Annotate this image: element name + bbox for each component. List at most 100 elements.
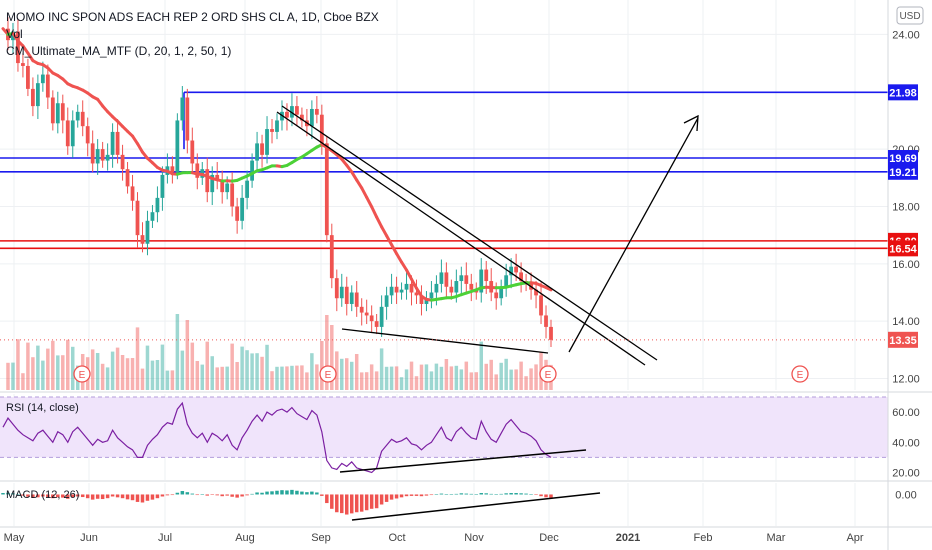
volume-bar [105,367,110,390]
macd-bar [270,491,274,495]
currency-button[interactable] [896,6,924,25]
ma-segment [400,260,409,272]
candle-body [319,114,324,144]
macd-bar [100,494,105,500]
ma-segment [414,286,423,298]
macd-bar [170,494,175,496]
volume-bar [439,366,444,390]
volume-bar [409,361,414,390]
ma-segment [410,277,418,290]
macd-bar [320,494,324,496]
macd-bar [305,492,309,495]
volume-bar [36,345,40,390]
candle-body [35,83,40,107]
macd-bar [190,493,195,495]
candle-body [364,312,369,316]
candle-body [484,269,489,282]
macd-bar [220,494,224,497]
volume-bar [220,366,224,390]
macd-bar [444,494,449,495]
macd-pane[interactable] [0,482,888,526]
time-tick-label: Mar [767,532,786,544]
candle-body [300,114,304,121]
macd-bar [215,494,219,496]
candle-body [185,97,190,141]
time-tick-label: Apr [846,532,863,544]
time-tick-label: Jun [80,532,98,544]
volume-bar [300,365,304,390]
macd-bar [150,494,155,500]
macd-bar [374,494,379,509]
macd-bar [200,494,205,495]
volume-bar [359,372,364,390]
volume-bar [384,366,389,390]
candle-body [55,103,60,124]
candle-body [235,206,240,221]
candle-body [314,108,319,115]
macd-bar [509,493,513,495]
ma-segment [360,186,369,199]
candle-body [80,111,85,127]
volume-bar [41,360,45,390]
time-axis[interactable]: May Jun Jul Aug Sep Oct Nov Dec 2021 Feb Mar Apr [4,532,864,544]
candle-body [245,180,250,198]
candle-body [285,111,289,118]
volume-bar [514,369,518,390]
volume-bar [369,364,374,390]
candle-body [479,269,484,293]
volume-bar [120,355,125,390]
macd-bar [330,494,334,509]
macd-bar [75,494,80,497]
macd-bar [155,494,160,499]
earnings-marker-label: E [79,370,86,381]
volume-bar [310,353,314,390]
price-pane[interactable] [0,0,888,390]
candle-body [534,289,538,296]
candle-body [95,149,100,164]
candle-body [449,286,454,293]
time-tick-label: May [4,532,25,544]
volume-bar [389,366,394,390]
macd-bar [185,492,190,495]
volume-bar [429,371,434,390]
macd-bar [439,493,444,495]
volume-bar [290,365,294,390]
ma-segment [26,51,35,63]
price-axis[interactable]: 12.00 14.00 16.00 18.00 20.00 24.00 21.98 19.69… [0,29,920,501]
rsi-tick-label: 20.00 [892,467,920,479]
macd-bar [539,494,543,497]
candle-body [290,106,294,118]
candle-body [125,169,130,187]
candle-body [454,281,459,293]
macd-bar [409,494,414,496]
candle-body [429,292,434,299]
candle-body [21,63,25,66]
candle-body [30,88,35,107]
candle-body [240,197,245,221]
time-tick-label: Feb [694,532,713,544]
candle-body [309,108,314,127]
volume-bar [364,372,369,390]
volume-bar [235,362,239,390]
macd-bar [225,494,229,496]
macd-bar [474,494,479,495]
macd-bar [504,493,508,495]
macd-bar [549,494,553,499]
earnings-marker [539,365,557,383]
ma-segment [365,195,374,209]
macd-bar [260,492,264,495]
price-level-tag-label: 21.98 [889,87,917,99]
volume-bar [489,359,493,390]
volume-bar [509,369,513,390]
trendlines[interactable] [276,105,699,366]
candle-body [409,283,414,293]
volume-bar [305,372,309,390]
candle-body [105,154,110,161]
macd-bar [36,494,40,498]
grid-layer [0,0,888,526]
rsi-indicator [0,396,888,474]
volume-bar [499,362,503,390]
macd-bar [359,494,364,512]
